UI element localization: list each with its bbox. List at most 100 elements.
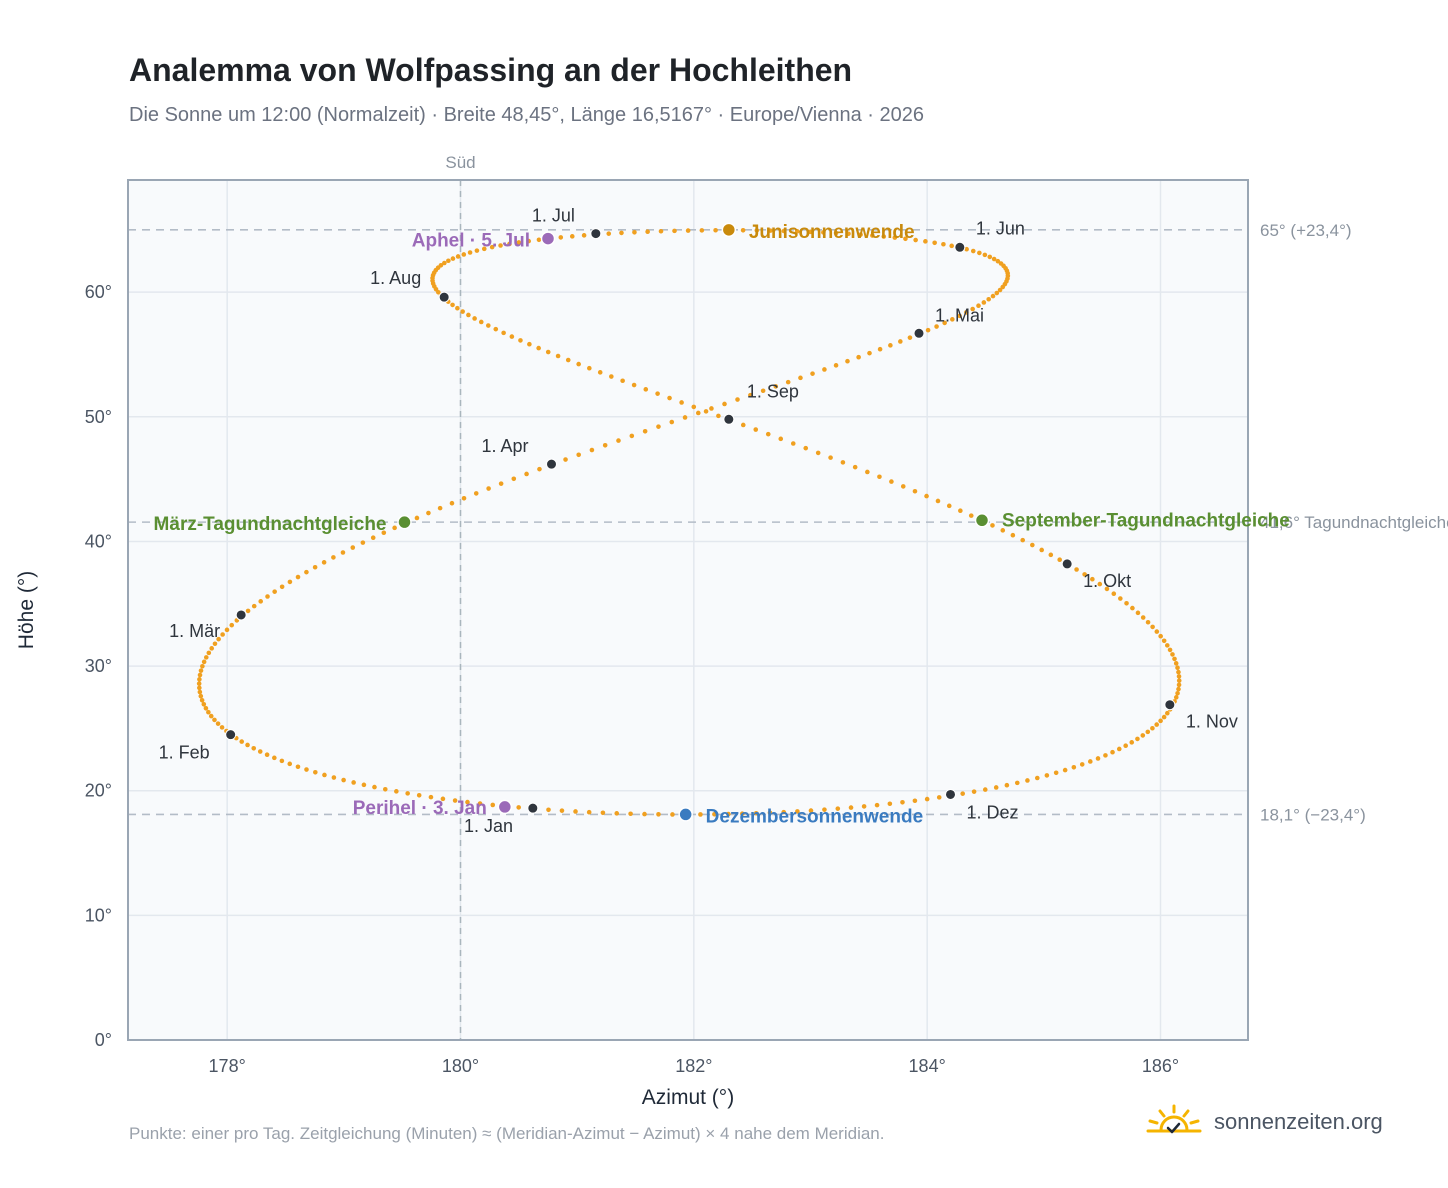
analemma-day-point (394, 789, 399, 794)
x-tick-label: 178° (209, 1056, 246, 1076)
analemma-day-point (699, 228, 705, 233)
analemma-day-point (239, 739, 245, 744)
analemma-day-point (1150, 725, 1155, 731)
analemma-day-point (1135, 610, 1141, 616)
analemma-day-point (563, 457, 568, 462)
month-marker-point (913, 327, 925, 339)
analemma-day-point (279, 758, 285, 764)
analemma-day-point (527, 341, 532, 347)
analemma-day-point (1104, 586, 1110, 592)
analemma-day-point (628, 811, 633, 817)
month-marker-label: 1. Apr (482, 436, 529, 456)
analemma-day-point (589, 447, 595, 453)
reference-line-label: 65° (+23,4°) (1260, 221, 1352, 240)
analemma-day-point (1140, 733, 1146, 738)
analemma-day-point (713, 227, 718, 233)
analemma-day-point (449, 500, 455, 506)
analemma-day-point (203, 705, 209, 711)
analemma-day-point (1097, 581, 1103, 587)
analemma-day-point (526, 238, 531, 244)
analemma-day-point (941, 241, 946, 247)
month-marker-label: 1. Sep (747, 381, 799, 401)
analemma-day-point (446, 258, 451, 264)
analemma-day-point (197, 689, 203, 695)
analemma-day-point (209, 646, 215, 651)
month-marker-label: 1. Aug (370, 268, 421, 288)
analemma-day-point (932, 240, 937, 246)
analemma-day-point (900, 799, 905, 805)
analemma-day-point (340, 550, 346, 555)
analemma-day-point (416, 792, 422, 798)
analemma-day-point (1176, 678, 1182, 683)
analemma-day-point (865, 469, 870, 475)
analemma-day-point (576, 452, 581, 458)
event-marker-point (397, 514, 412, 530)
analemma-day-point (656, 424, 661, 429)
analemma-day-point (709, 406, 714, 411)
analemma-day-point (1048, 552, 1054, 558)
analemma-day-point (958, 508, 963, 514)
month-marker-label: 1. Mai (935, 305, 984, 325)
analemma-day-point (667, 395, 672, 401)
month-marker-point (527, 802, 539, 814)
month-markers: 1. Jan 1. Feb 1. Mär 1. Apr 1. Mai 1. Jun 1. J… (159, 206, 1238, 837)
analemma-day-point (840, 460, 846, 465)
analemma-day-point (892, 235, 898, 240)
y-tick-label: 20° (85, 781, 112, 801)
analemma-day-point (486, 486, 491, 491)
month-marker-point (590, 228, 602, 240)
analemma-day-point (1175, 665, 1180, 671)
analemma-day-point (498, 243, 503, 248)
event-marker-label: Dezembersonnenwende (706, 806, 924, 827)
analemma-day-point (1175, 690, 1180, 696)
analemma-day-point (848, 805, 854, 810)
analemma-day-point (987, 254, 993, 260)
analemma-day-point (968, 513, 974, 518)
analemma-day-point (440, 796, 446, 802)
analemma-day-point (768, 228, 773, 233)
analemma-day-point (472, 316, 477, 321)
analemma-day-point (946, 503, 952, 509)
analemma-day-point (1103, 753, 1108, 758)
analemma-day-point (537, 466, 542, 472)
analemma-day-point (808, 229, 813, 235)
analemma-day-point (196, 681, 202, 686)
analemma-day-point (341, 777, 346, 783)
analemma-day-point (602, 443, 608, 448)
analemma-day-point (1130, 605, 1135, 611)
analemma-day-point (907, 335, 913, 340)
analemma-day-point (1173, 661, 1179, 666)
analemma-day-point (670, 812, 675, 817)
month-marker-label: 1. Dez (967, 802, 1019, 822)
analemma-day-point (803, 445, 809, 451)
analemma-day-point (1158, 633, 1163, 639)
analemma-day-point (981, 300, 987, 305)
analemma-day-point (197, 672, 203, 678)
analemma-day-point (977, 250, 982, 256)
analemma-day-point (986, 296, 991, 302)
analemma-day-point (573, 809, 578, 814)
analemma-day-point (722, 401, 727, 407)
brand-logo[interactable]: sonnenzeiten.org (1146, 1104, 1383, 1140)
analemma-day-point (545, 349, 551, 355)
analemma-day-point (828, 455, 833, 460)
month-marker-label: 1. Nov (1186, 712, 1238, 732)
analemma-day-point (679, 400, 684, 405)
analemma-day-point (1079, 762, 1085, 767)
analemma-day-point (1034, 775, 1040, 781)
analemma-day-point (1145, 729, 1151, 735)
analemma-day-point (971, 789, 977, 794)
x-tick-label: 186° (1142, 1056, 1179, 1076)
analemma-day-point (219, 725, 225, 730)
analemma-day-point (672, 228, 677, 234)
analemma-day-point (942, 320, 947, 326)
analemma-day-point (581, 233, 587, 238)
analemma-day-point (279, 584, 285, 590)
month-marker-label: 1. Jan (464, 816, 513, 836)
analemma-day-point (1053, 770, 1059, 776)
analemma-day-point (845, 358, 850, 364)
analemma-day-point (245, 742, 250, 748)
meridian-line: Süd (445, 153, 476, 1040)
analemma-day-point (912, 798, 918, 804)
analemma-day-point (835, 806, 841, 811)
